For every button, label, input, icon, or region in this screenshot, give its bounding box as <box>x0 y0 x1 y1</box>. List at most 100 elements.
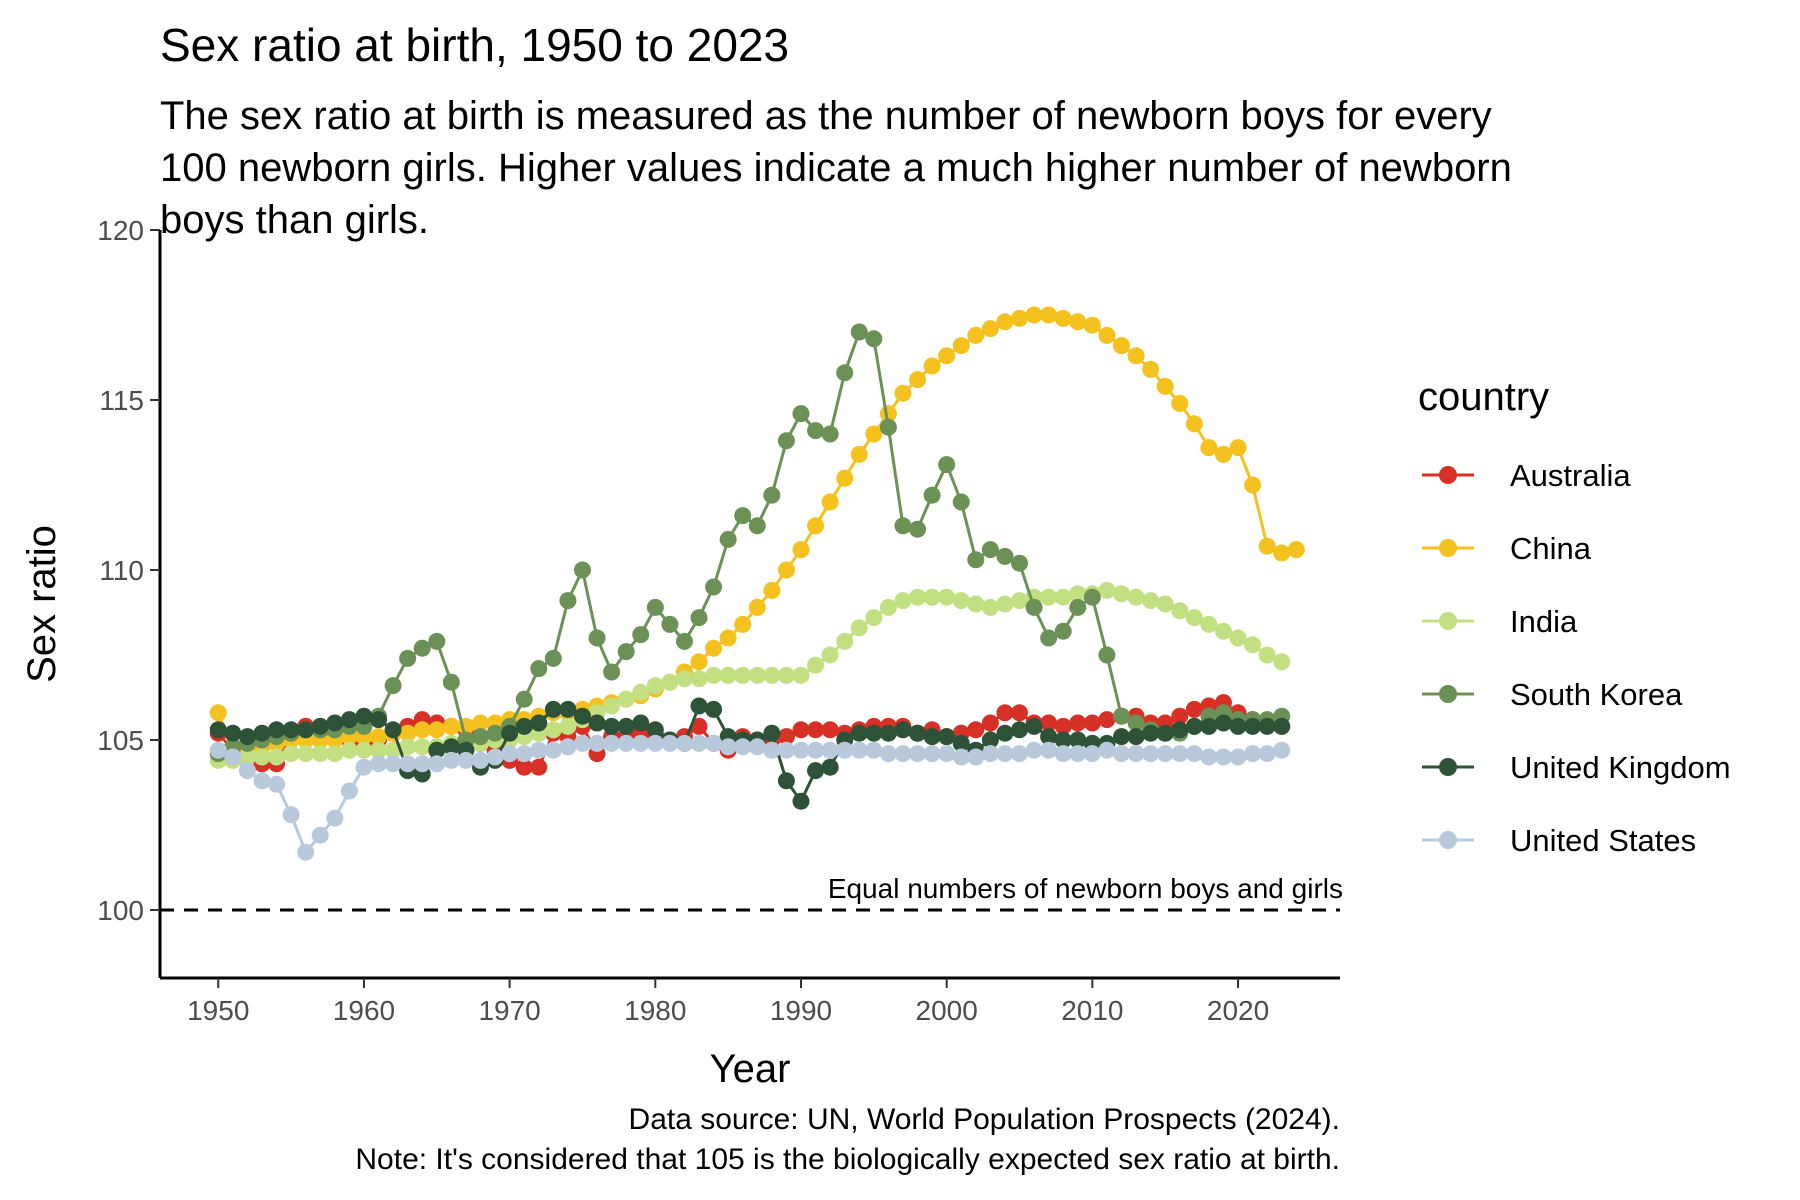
data-point <box>1244 636 1262 654</box>
data-point <box>311 826 329 844</box>
data-point <box>923 728 941 746</box>
data-point <box>588 714 606 732</box>
data-point <box>370 711 388 729</box>
data-point <box>923 486 941 504</box>
data-point <box>646 721 664 739</box>
data-point <box>792 666 810 684</box>
series-line <box>217 330 1283 755</box>
data-point <box>457 751 475 769</box>
data-point <box>1112 585 1130 603</box>
data-point <box>661 615 679 633</box>
data-point <box>675 670 693 688</box>
data-point <box>821 758 839 776</box>
legend: Australia China India South Korea United Kin… <box>1422 458 1731 858</box>
data-point <box>996 704 1014 722</box>
data-point <box>1054 745 1072 763</box>
data-point <box>340 782 358 800</box>
data-point <box>792 541 810 559</box>
data-point <box>719 629 737 647</box>
data-point <box>734 507 752 525</box>
data-point <box>1040 714 1058 732</box>
data-point <box>1040 306 1058 324</box>
data-point <box>1112 745 1130 763</box>
data-point <box>748 666 766 684</box>
data-point <box>1040 741 1058 759</box>
data-point <box>1142 592 1160 610</box>
data-point <box>1069 714 1087 732</box>
data-point <box>282 745 300 763</box>
data-point <box>690 670 708 688</box>
data-point <box>1258 745 1276 763</box>
data-point <box>909 520 927 538</box>
data-point <box>1083 745 1101 763</box>
x-tick-label: 1960 <box>333 995 395 1026</box>
data-point <box>821 721 839 739</box>
data-point <box>370 741 388 759</box>
data-point <box>1025 598 1043 616</box>
data-point <box>1185 609 1203 627</box>
data-point <box>1214 622 1232 640</box>
data-point <box>1127 728 1145 746</box>
data-point <box>836 632 854 650</box>
data-point <box>1200 717 1218 735</box>
data-point <box>384 721 402 739</box>
series-layer <box>209 306 1305 861</box>
data-point <box>1185 700 1203 718</box>
data-point <box>777 741 795 759</box>
chart-caption: Data source: UN, World Population Prospe… <box>355 1100 1340 1180</box>
data-point <box>1244 745 1262 763</box>
data-point <box>879 724 897 742</box>
data-point <box>209 704 227 722</box>
data-point <box>821 741 839 759</box>
data-point <box>559 700 577 718</box>
data-point <box>777 772 795 790</box>
data-point <box>1273 544 1291 562</box>
data-point <box>1127 347 1145 365</box>
data-point <box>1229 748 1247 766</box>
y-axis-title: Sex ratio <box>20 525 64 683</box>
data-point <box>967 551 985 569</box>
data-point <box>1083 714 1101 732</box>
data-point <box>501 745 519 763</box>
data-point <box>1112 728 1130 746</box>
data-point <box>544 700 562 718</box>
x-tick-label: 2020 <box>1207 995 1269 1026</box>
data-point <box>646 677 664 695</box>
data-point <box>1185 415 1203 433</box>
data-point <box>355 758 373 776</box>
legend-item: South Korea <box>1422 677 1683 712</box>
data-point <box>1156 724 1174 742</box>
data-point <box>690 717 708 735</box>
legend-key-point <box>1439 612 1457 630</box>
data-point <box>632 626 650 644</box>
data-point <box>763 666 781 684</box>
data-point <box>923 588 941 606</box>
x-tick-label: 1970 <box>478 995 540 1026</box>
data-point <box>355 741 373 759</box>
data-point <box>938 588 956 606</box>
data-point <box>1229 717 1247 735</box>
data-point <box>763 724 781 742</box>
data-point <box>209 741 227 759</box>
data-point <box>588 734 606 752</box>
data-point <box>821 646 839 664</box>
data-point <box>471 714 489 732</box>
data-point <box>1025 741 1043 759</box>
data-point <box>603 734 621 752</box>
data-point <box>1273 741 1291 759</box>
data-point <box>1171 602 1189 620</box>
data-point <box>836 364 854 382</box>
data-point <box>1200 439 1218 457</box>
data-point <box>690 734 708 752</box>
data-point <box>792 792 810 810</box>
data-point <box>1244 717 1262 735</box>
data-point <box>573 707 591 725</box>
data-point <box>1040 728 1058 746</box>
data-point <box>865 330 883 348</box>
data-point <box>981 745 999 763</box>
data-point <box>1040 588 1058 606</box>
data-point <box>486 748 504 766</box>
data-point <box>1098 646 1116 664</box>
data-point <box>879 598 897 616</box>
legend-item: Australia <box>1422 458 1631 493</box>
